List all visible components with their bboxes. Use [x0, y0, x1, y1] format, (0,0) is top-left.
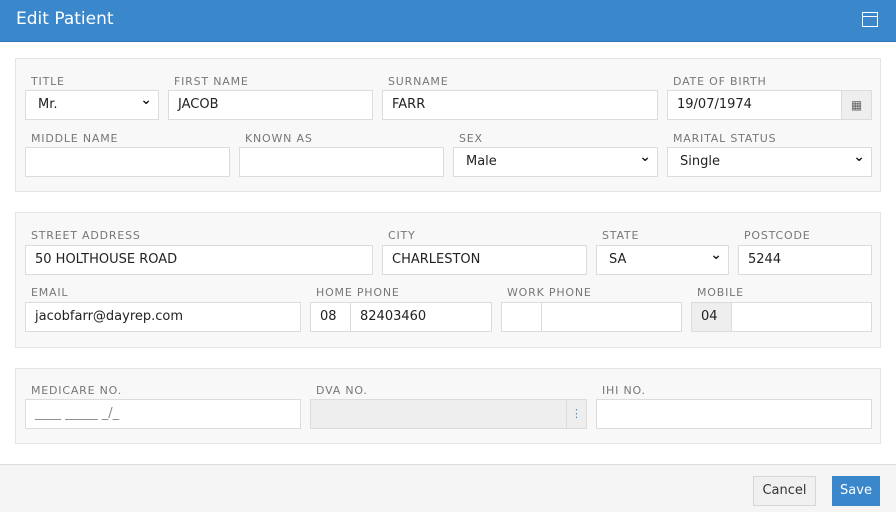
home-phone-input[interactable]: 08 82403460	[310, 302, 492, 332]
dva-options-icon[interactable]: ⋮	[566, 400, 586, 428]
medicare-input[interactable]: ____ _____ _/_	[25, 399, 301, 429]
dob-label: DATE OF BIRTH	[673, 75, 767, 88]
identifiers-panel: MEDICARE NO. ____ _____ _/_ DVA NO. ⋮ IH…	[15, 368, 881, 444]
postcode-label: POSTCODE	[744, 229, 811, 242]
ihi-label: IHI NO.	[602, 384, 646, 397]
surname-label: SURNAME	[388, 75, 449, 88]
contact-panel: STREET ADDRESS 50 HOLTHOUSE ROAD CITY CH…	[15, 212, 881, 348]
marital-label: MARITAL STATUS	[673, 132, 777, 145]
first-name-label: FIRST NAME	[174, 75, 249, 88]
known-as-label: KNOWN AS	[245, 132, 313, 145]
first-name-input[interactable]: JACOB	[168, 90, 373, 120]
calendar-icon[interactable]: ▦	[841, 91, 871, 119]
title-value: Mr.	[38, 97, 58, 112]
cancel-button[interactable]: Cancel	[753, 476, 816, 506]
ihi-input[interactable]	[596, 399, 872, 429]
marital-value: Single	[680, 154, 720, 169]
email-input[interactable]: jacobfarr@dayrep.com	[25, 302, 301, 332]
dva-label: DVA NO.	[316, 384, 368, 397]
work-phone-input[interactable]	[501, 302, 682, 332]
home-phone-label: HOME PHONE	[316, 286, 400, 299]
dialog-footer: Cancel Save	[0, 464, 896, 512]
personal-panel: TITLE Mr. FIRST NAME JACOB SURNAME FARR …	[15, 58, 881, 192]
work-phone-area[interactable]	[502, 303, 542, 331]
work-phone-label: WORK PHONE	[507, 286, 592, 299]
street-input[interactable]: 50 HOLTHOUSE ROAD	[25, 245, 373, 275]
dva-input[interactable]: ⋮	[310, 399, 587, 429]
surname-input[interactable]: FARR	[382, 90, 658, 120]
state-select[interactable]: SA	[596, 245, 729, 275]
title-label: TITLE	[31, 75, 65, 88]
mobile-label: MOBILE	[697, 286, 744, 299]
state-value: SA	[609, 252, 627, 267]
home-phone-value: 82403460	[360, 309, 427, 324]
city-input[interactable]: CHARLESTON	[382, 245, 587, 275]
middle-name-input[interactable]	[25, 147, 230, 177]
title-select[interactable]: Mr.	[25, 90, 159, 120]
mobile-prefix: 04	[692, 303, 732, 331]
sex-value: Male	[466, 154, 497, 169]
medicare-label: MEDICARE NO.	[31, 384, 122, 397]
city-label: CITY	[388, 229, 416, 242]
dialog-header: Edit Patient	[0, 0, 896, 42]
window-maximize-icon[interactable]	[862, 12, 878, 27]
dialog-title: Edit Patient	[16, 9, 114, 29]
known-as-input[interactable]	[239, 147, 444, 177]
email-label: EMAIL	[31, 286, 69, 299]
home-phone-area[interactable]: 08	[311, 303, 351, 331]
marital-select[interactable]: Single	[667, 147, 872, 177]
save-button[interactable]: Save	[832, 476, 880, 506]
sex-select[interactable]: Male	[453, 147, 658, 177]
mobile-input[interactable]: 04	[691, 302, 872, 332]
postcode-input[interactable]: 5244	[738, 245, 872, 275]
street-label: STREET ADDRESS	[31, 229, 141, 242]
dob-value: 19/07/1974	[677, 97, 752, 112]
sex-label: SEX	[459, 132, 483, 145]
middle-name-label: MIDDLE NAME	[31, 132, 119, 145]
state-label: STATE	[602, 229, 640, 242]
dob-input[interactable]: 19/07/1974 ▦	[667, 90, 872, 120]
